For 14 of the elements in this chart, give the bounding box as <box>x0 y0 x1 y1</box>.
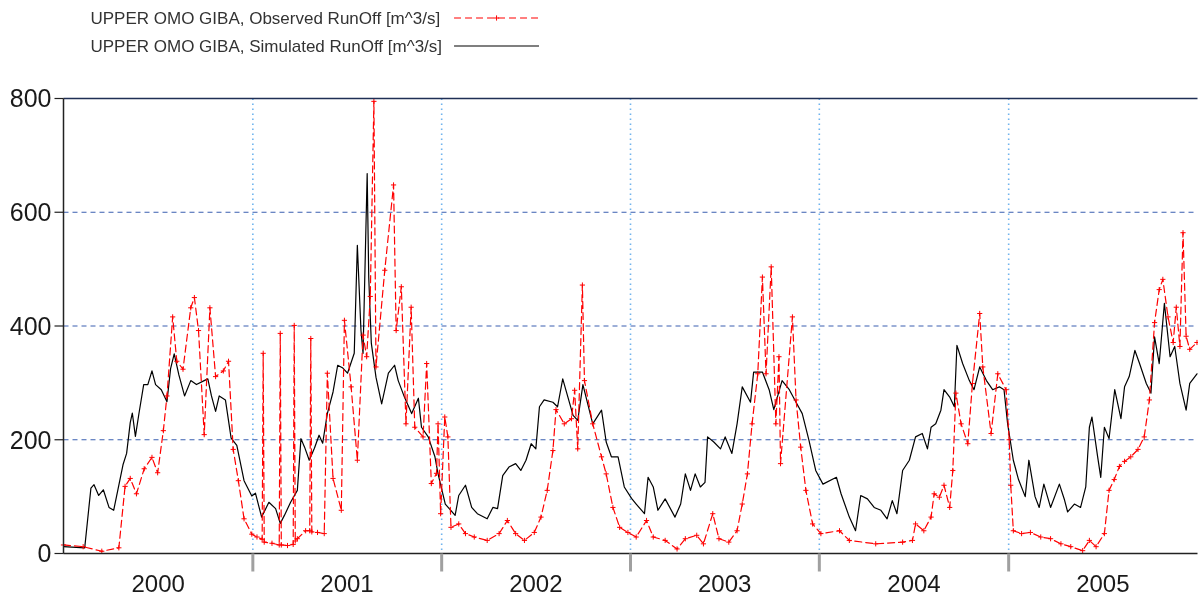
y-tick-label: 0 <box>37 539 52 568</box>
x-tick-label: 2002 <box>509 569 563 597</box>
y-tick-label: 600 <box>9 198 52 226</box>
legend-label: UPPER OMO GIBA, Simulated RunOff [m^3/s] <box>90 37 443 56</box>
legend-label: UPPER OMO GIBA, Observed RunOff [m^3/s] <box>90 9 441 28</box>
x-tick-label: 2005 <box>1076 569 1130 597</box>
y-tick-label: 400 <box>9 311 52 340</box>
y-tick-label: 800 <box>9 84 52 113</box>
x-tick-label: 2003 <box>697 569 752 597</box>
x-tick-label: 2000 <box>131 569 185 597</box>
line-series <box>62 172 1198 549</box>
y-tick-label: 200 <box>9 425 52 454</box>
x-tick-label: 2001 <box>320 569 374 597</box>
x-tick-label: 2004 <box>887 569 941 597</box>
